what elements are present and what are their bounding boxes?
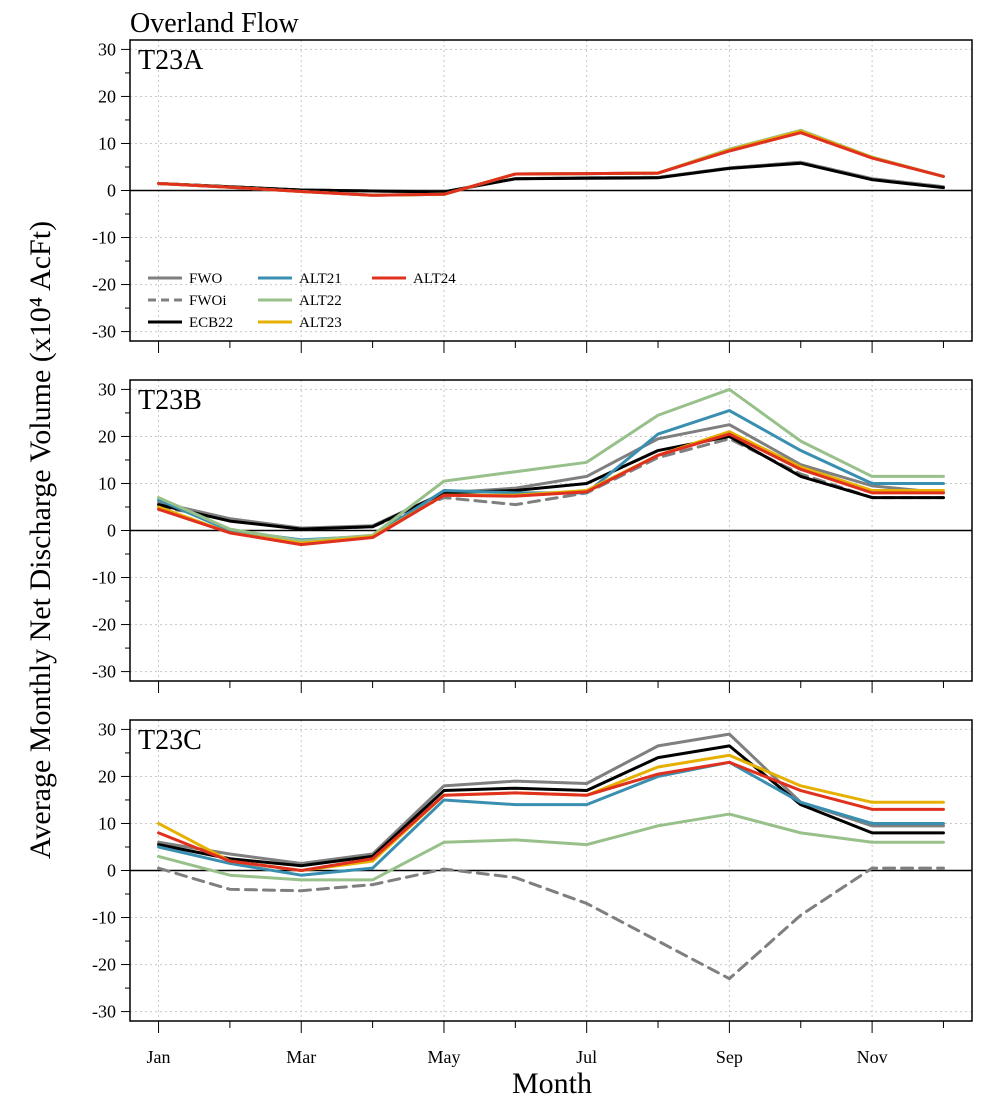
panel-t23c: -30 -20 -10 0 10 20 30 T23C xyxy=(92,719,973,1033)
y-tick-label: 0 xyxy=(107,521,116,541)
y-tick-label: -20 xyxy=(92,615,116,635)
y-tick-label: -30 xyxy=(92,1002,116,1022)
legend-label-ecb22: ECB22 xyxy=(189,315,233,331)
y-tick-label: 10 xyxy=(98,133,116,153)
series-line-alt24 xyxy=(157,760,945,872)
y-tick-label: -10 xyxy=(92,568,116,588)
plot-frame xyxy=(129,719,973,1022)
series-line-alt21 xyxy=(157,760,945,877)
y-tick-label: 30 xyxy=(98,39,116,59)
y-tick-label: 10 xyxy=(98,813,116,833)
x-tick-label: May xyxy=(427,1047,460,1067)
y-tick-label: -10 xyxy=(92,908,116,928)
y-tick-label: -20 xyxy=(92,955,116,975)
series-line-ecb22 xyxy=(157,744,945,868)
y-tick-label: 20 xyxy=(98,426,116,446)
y-tick-label: 0 xyxy=(107,861,116,881)
series-line-alt24 xyxy=(157,432,945,547)
series-line-ecb22 xyxy=(157,434,945,531)
panel-label: T23B xyxy=(138,385,202,416)
y-tick-label: -10 xyxy=(92,228,116,248)
panel-t23a: -30 -20 -10 0 10 20 30 T23A xyxy=(92,39,973,353)
panel-label: T23A xyxy=(138,45,204,76)
plot-frame xyxy=(129,379,973,682)
y-tick-label: 30 xyxy=(98,379,116,399)
y-tick-label: 0 xyxy=(107,181,116,201)
y-tick-label: -30 xyxy=(92,322,116,342)
series-line-alt22 xyxy=(157,812,945,882)
y-tick-label: 20 xyxy=(98,766,116,786)
panel-t23b: -30 -20 -10 0 10 20 30 T23B xyxy=(92,379,973,693)
series-line-alt24 xyxy=(157,131,945,197)
y-tick-label: 10 xyxy=(98,473,116,493)
series-line-alt22 xyxy=(157,387,945,543)
x-tick-label: Mar xyxy=(286,1047,316,1067)
x-axis-label: Month xyxy=(512,1067,592,1100)
legend-label-alt24: ALT24 xyxy=(413,271,456,287)
y-axis-label: Average Monthly Net Discharge Volume (x1… xyxy=(24,221,57,859)
legend-label-alt21: ALT21 xyxy=(299,271,342,287)
x-tick-label: Jan xyxy=(147,1047,171,1067)
series-line-fwoi xyxy=(157,866,945,981)
plot-frame xyxy=(129,39,973,342)
y-tick-label: -30 xyxy=(92,662,116,682)
legend: FWO FWOi ECB22 ALT21 ALT22 ALT23 ALT24 xyxy=(148,271,456,331)
series-line-fwo xyxy=(157,732,945,865)
legend-label-alt23: ALT23 xyxy=(299,315,342,331)
series-line-ecb22 xyxy=(157,161,945,194)
legend-label-alt22: ALT22 xyxy=(299,293,342,309)
legend-label-fwo: FWO xyxy=(189,271,223,287)
y-tick-label: 30 xyxy=(98,719,116,739)
x-tick-label: Nov xyxy=(857,1047,888,1067)
y-tick-label: -20 xyxy=(92,275,116,295)
y-tick-label: 20 xyxy=(98,86,116,106)
x-tick-label: Jul xyxy=(576,1047,597,1067)
figure-title: Overland Flow xyxy=(130,8,300,39)
legend-label-fwoi: FWOi xyxy=(189,293,227,309)
panel-label: T23C xyxy=(138,725,202,756)
x-tick-label: Sep xyxy=(716,1047,743,1067)
series-line-alt23 xyxy=(157,753,945,872)
